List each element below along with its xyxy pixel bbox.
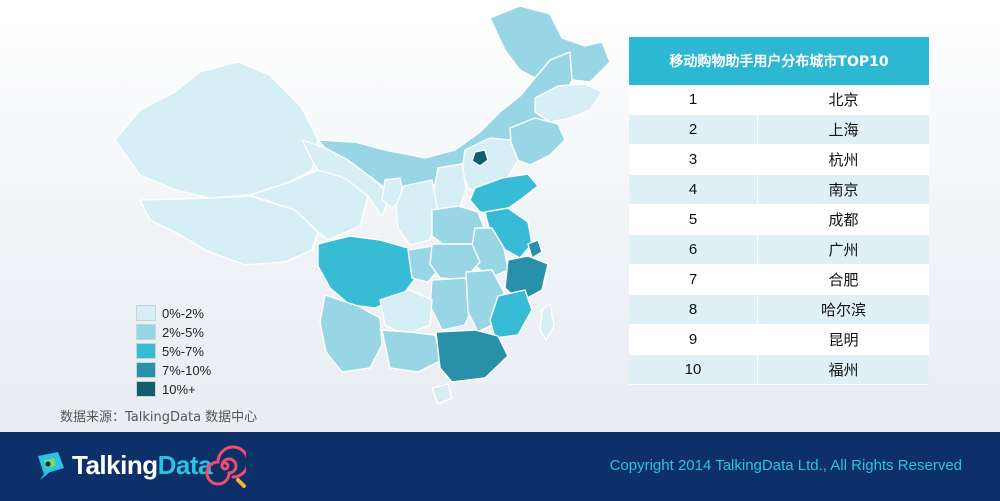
table-row: 6 广州: [629, 234, 929, 265]
rank-cell: 5: [629, 204, 758, 235]
rank-cell: 8: [629, 294, 758, 325]
region-zhejiang: [504, 255, 549, 303]
region-tibet: [139, 195, 319, 266]
spiral-logo-icon: [205, 445, 246, 488]
data-source-note: 数据来源：TalkingData 数据中心: [60, 410, 258, 425]
region-guangxi: [381, 329, 443, 373]
logo-text-data: Data: [157, 449, 213, 480]
region-xinjiang: [114, 61, 319, 199]
legend-swatch: [136, 324, 156, 340]
rank-cell: 10: [629, 354, 758, 385]
table-row: 9 昆明: [629, 324, 929, 355]
table-row: 1 北京: [629, 85, 929, 115]
talkingdata-logo: TalkingData: [34, 448, 212, 482]
region-liaoning: [509, 117, 566, 166]
legend-label: 5%-7%: [162, 343, 204, 359]
table-row: 3 杭州: [629, 144, 929, 175]
city-cell: 成都: [757, 204, 929, 235]
table-row: 2 上海: [629, 114, 929, 145]
table-row: 4 南京: [629, 174, 929, 205]
region-fujian: [489, 289, 533, 339]
rank-cell: 2: [629, 114, 758, 145]
rank-cell: 7: [629, 264, 758, 295]
legend-swatch: [136, 381, 156, 397]
legend-label: 2%-5%: [162, 324, 204, 340]
region-jilin: [534, 83, 603, 123]
rank-cell: 6: [629, 234, 758, 265]
table-row: 8 哈尔滨: [629, 294, 929, 325]
region-shandong: [469, 173, 539, 215]
region-qinghai: [249, 169, 369, 241]
legend-item: 0%-2%: [136, 304, 211, 322]
city-cell: 杭州: [757, 144, 929, 175]
region-hainan: [431, 383, 453, 405]
top10-city-table: 移动购物助手用户分布城市TOP10 1 北京 2 上海 3 杭州 4 南京 5 成都 6 广州 7 合肥 8…: [629, 37, 929, 385]
city-cell: 福州: [757, 354, 929, 385]
legend-label: 0%-2%: [162, 305, 204, 321]
rank-cell: 1: [629, 85, 758, 115]
region-beijing: [471, 149, 489, 167]
region-shaanxi: [395, 179, 439, 246]
region-guizhou: [379, 289, 433, 336]
legend-label: 7%-10%: [162, 362, 212, 378]
region-heilongjiang: [489, 5, 611, 83]
talkingdata-logo-icon: [38, 452, 64, 480]
city-cell: 南京: [757, 174, 929, 205]
table-title: 移动购物助手用户分布城市TOP10: [629, 37, 929, 85]
legend-item: 5%-7%: [136, 342, 211, 360]
rank-cell: 9: [629, 324, 758, 355]
legend-swatch: [136, 305, 156, 321]
china-choropleth-map: [80, 0, 620, 420]
table-row: 10 福州: [629, 354, 929, 385]
map-svg: [114, 5, 611, 405]
footer-bar: TalkingData Copyright 2014 TalkingData L…: [0, 432, 1000, 501]
city-cell: 合肥: [757, 264, 929, 295]
legend-item: 10%+: [136, 380, 211, 398]
map-legend: 0%-2% 2%-5% 5%-7% 7%-10% 10%+: [136, 304, 211, 399]
city-cell: 昆明: [757, 324, 929, 355]
table-row: 5 成都: [629, 204, 929, 235]
legend-item: 7%-10%: [136, 361, 211, 379]
rank-cell: 4: [629, 174, 758, 205]
region-shanghai: [527, 239, 543, 259]
city-cell: 上海: [757, 114, 929, 145]
copyright-text: Copyright 2014 TalkingData Ltd., All Rig…: [609, 457, 962, 474]
table-body: 1 北京 2 上海 3 杭州 4 南京 5 成都 6 广州 7 合肥 8 哈尔滨 9 昆明 10 福州: [629, 85, 929, 385]
table-row: 7 合肥: [629, 264, 929, 295]
talkingdata-logo-text: TalkingData: [72, 450, 212, 481]
city-cell: 哈尔滨: [757, 294, 929, 325]
legend-swatch: [136, 343, 156, 359]
region-yunnan: [319, 294, 383, 373]
logo-text-talking: Talking: [72, 449, 158, 480]
rank-cell: 3: [629, 144, 758, 175]
city-cell: 北京: [757, 85, 929, 115]
legend-label: 10%+: [162, 381, 196, 397]
legend-item: 2%-5%: [136, 323, 211, 341]
region-guangdong: [435, 329, 509, 383]
legend-swatch: [136, 362, 156, 378]
region-taiwan: [539, 303, 555, 341]
city-cell: 广州: [757, 234, 929, 265]
